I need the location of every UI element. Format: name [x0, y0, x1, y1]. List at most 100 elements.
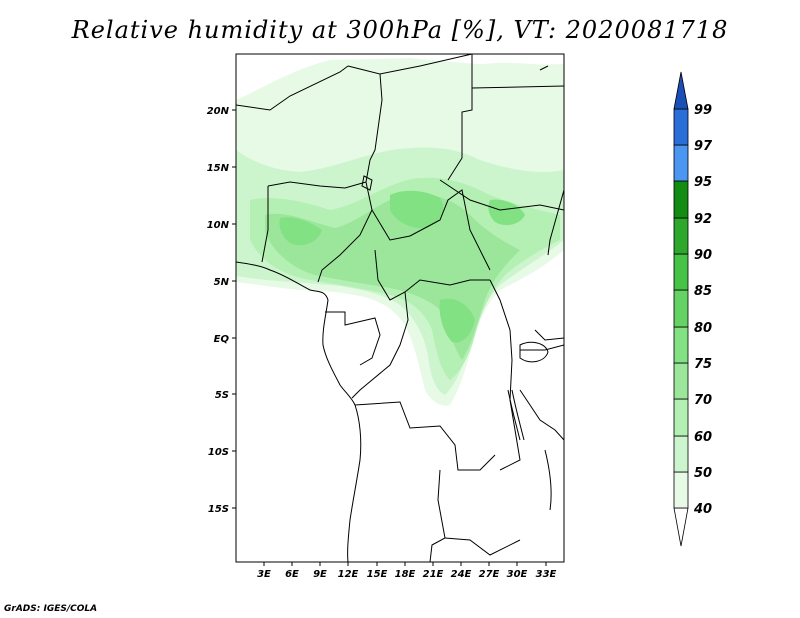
border-chad-car [371, 189, 491, 271]
lon-label-9e: 9E [313, 569, 327, 580]
colorbar-label-85: 85 [694, 284, 712, 299]
lat-label-20n: 20N [207, 106, 230, 117]
border-mali-niger [236, 65, 349, 111]
colorbar-bin-92-95 [673, 180, 689, 219]
lake-tanganyika [507, 389, 525, 441]
red-sea-coast [539, 65, 564, 256]
lon-tick-27e: 27E [479, 562, 500, 580]
lat-label-5s: 5S [215, 390, 229, 401]
colorbar-label-75: 75 [694, 357, 712, 372]
colorbar-bin-97-99 [673, 108, 689, 146]
lat-tick-eq: EQ [214, 334, 236, 345]
lon-tick-9e: 9E [313, 562, 327, 580]
border-gabon-congo [325, 311, 381, 366]
border-drc-east [489, 279, 521, 471]
lon-tick-21e: 21E [423, 562, 444, 580]
longitude-axis: 3E 6E 9E 12E 15E 18E 21E 24E 27E 30E 33E [257, 562, 557, 580]
lon-tick-33e: 33E [536, 562, 557, 580]
lat-tick-20n: 20N [207, 106, 236, 117]
border-nigeria-cameroon [317, 181, 373, 283]
lon-label-15e: 15E [367, 569, 388, 580]
colorbar-high-triangle [673, 71, 689, 110]
lat-label-5n: 5N [214, 277, 230, 288]
lat-tick-15s: 15S [208, 504, 236, 515]
lat-label-15n: 15N [207, 163, 230, 174]
colorbar-label-92: 92 [694, 212, 712, 227]
lon-label-18e: 18E [395, 569, 416, 580]
coastline-west [236, 261, 362, 562]
colorbar-labels: 40 50 60 70 75 80 85 90 92 95 97 99 [693, 103, 713, 517]
lon-tick-18e: 18E [395, 562, 416, 580]
border-congo-drc [351, 291, 409, 399]
colorbar-bin-85-90 [673, 253, 689, 291]
colorbar-label-80: 80 [694, 321, 712, 336]
lon-label-24e: 24E [451, 569, 472, 580]
lon-tick-3e: 3E [257, 562, 271, 580]
colorbar-label-90: 90 [694, 248, 712, 263]
border-algeria-libya [379, 54, 473, 75]
border-niger-chad [347, 65, 383, 183]
humidity-region-max-east [488, 199, 525, 226]
lon-tick-6e: 6E [285, 562, 299, 580]
lon-label-33e: 33E [536, 569, 557, 580]
colorbar-label-97: 97 [694, 139, 713, 154]
colorbar-bin-75-80 [673, 326, 689, 364]
colorbar-label-50: 50 [694, 466, 712, 481]
colorbar-label-40: 40 [693, 502, 712, 517]
lon-tick-24e: 24E [451, 562, 472, 580]
country-borders [236, 54, 564, 562]
grads-credit: GrADS: IGES/COLA [4, 604, 98, 614]
border-east-africa [519, 329, 564, 441]
colorbar-bin-60-70 [673, 398, 689, 437]
border-car-south [374, 249, 490, 301]
colorbar-label-95: 95 [694, 175, 712, 190]
lon-label-27e: 27E [479, 569, 500, 580]
colorbar-bin-70-75 [673, 362, 689, 400]
colorbar-bin-95-97 [673, 144, 689, 182]
humidity-region-max-central [390, 190, 444, 229]
lake-chad [361, 175, 373, 191]
map-frame [235, 53, 565, 563]
lat-label-eq: EQ [214, 334, 230, 345]
lake-victoria [519, 341, 549, 363]
lon-tick-12e: 12E [338, 562, 359, 580]
lon-label-6e: 6E [285, 569, 299, 580]
border-drc-angola [354, 401, 496, 471]
lat-tick-5n: 5N [214, 277, 236, 288]
latitude-axis: 20N 15N 10N 5N EQ 5S 10S 15S [207, 106, 236, 515]
lon-label-12e: 12E [338, 569, 359, 580]
border-benin-nigeria [261, 186, 269, 263]
colorbar [673, 71, 689, 547]
lon-label-21e: 21E [423, 569, 444, 580]
lon-label-30e: 30E [507, 569, 528, 580]
colorbar-label-70: 70 [694, 393, 712, 408]
border-nigeria-north [267, 181, 367, 189]
border-angola-zambia [429, 469, 446, 562]
border-libya-sudan [447, 54, 473, 181]
lat-label-15s: 15S [208, 504, 229, 515]
border-zambia-south [444, 537, 521, 556]
lat-tick-5s: 5S [215, 390, 236, 401]
lat-label-10s: 10S [208, 447, 229, 458]
lat-tick-10n: 10N [207, 220, 236, 231]
colorbar-label-60: 60 [694, 430, 712, 445]
colorbar-bin-50-60 [673, 435, 689, 473]
border-egypt-sudan [471, 85, 564, 89]
lake-malawi [544, 449, 552, 511]
lon-tick-30e: 30E [507, 562, 528, 580]
colorbar-bin-90-92 [673, 217, 689, 255]
lat-label-10n: 10N [207, 220, 230, 231]
colorbar-bin-40-50 [673, 471, 689, 509]
page-title: Relative humidity at 300hPa [%], VT: 202… [71, 16, 729, 44]
colorbar-low-triangle [673, 507, 689, 547]
humidity-region-max-west [279, 217, 322, 246]
lon-label-3e: 3E [257, 569, 271, 580]
colorbar-bin-80-85 [673, 289, 689, 328]
colorbar-label-99: 99 [694, 103, 712, 118]
humidity-region-max-congo [439, 298, 475, 343]
lat-tick-10s: 10S [208, 447, 236, 458]
lon-tick-15e: 15E [367, 562, 388, 580]
humidity-region-northeast [470, 62, 564, 150]
border-sudan-southsudan [439, 179, 564, 211]
